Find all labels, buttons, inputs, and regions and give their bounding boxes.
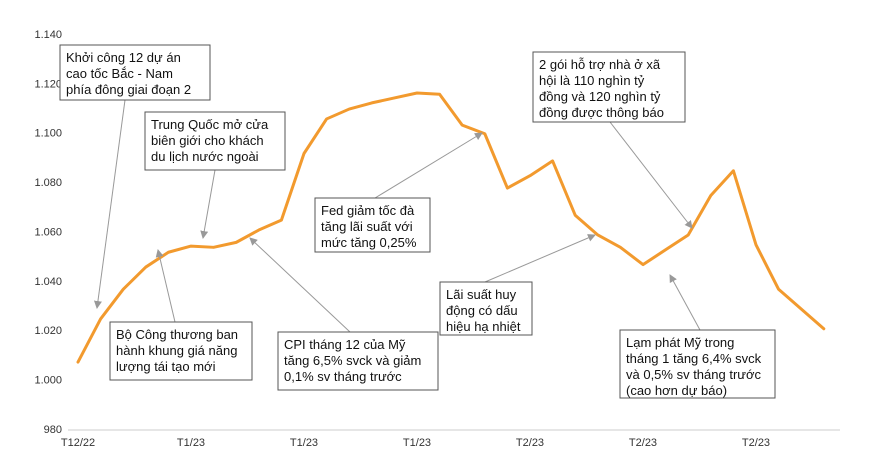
annotation-box [314, 197, 431, 253]
annotation-box [439, 281, 533, 336]
annotation-text: hội là 110 nghìn tỷ [539, 73, 645, 88]
annotation-arrow [484, 234, 596, 283]
annotation-box [109, 321, 253, 381]
x-tick-label: T2/23 [516, 437, 544, 449]
y-tick-label: 1.100 [34, 128, 62, 140]
x-tick-label: T12/22 [61, 437, 95, 449]
annotation-text: tăng lãi suất với [321, 219, 413, 234]
annotation-arrow [155, 249, 176, 323]
annotation-box [59, 44, 211, 101]
annotation-text: lượng tái tạo mới [116, 359, 216, 374]
annotation-text: và 0,5% sv tháng trước [626, 367, 762, 382]
annotation-text: CPI tháng 12 của Mỹ [284, 337, 406, 352]
x-tick-label: T1/23 [290, 437, 318, 449]
x-tick-label: T1/23 [403, 437, 431, 449]
annotation-text: phía đông giai đoạn 2 [66, 82, 191, 97]
line [76, 91, 826, 364]
annotation-box [144, 111, 286, 171]
annotation-text: 2 gói hỗ trợ nhà ở xã [539, 57, 661, 72]
annotation-text: Lạm phát Mỹ trong [626, 335, 734, 350]
annotation-arrow [374, 132, 483, 199]
y-tick-label: 1.040 [34, 276, 62, 288]
annotation-box [532, 51, 686, 123]
annotation-text: Lãi suất huy [446, 287, 517, 302]
annotation-arrow [669, 274, 701, 331]
y-tick-label: 1.000 [34, 375, 62, 387]
annotation-arrow [200, 169, 216, 239]
annotation-text: hành khung giá năng [116, 343, 237, 358]
annotation-arrow [609, 121, 693, 229]
y-tick-label: 1.140 [34, 29, 62, 41]
annotation-arrow [249, 237, 351, 333]
annotation-box [277, 331, 439, 391]
annotation-box [619, 329, 776, 399]
x-tick-label: T2/23 [742, 437, 770, 449]
annotation-text: đồng và 120 nghìn tỷ [539, 89, 661, 104]
annotation-arrow [93, 99, 126, 309]
y-tick-label: 980 [44, 424, 62, 436]
annotation-text: du lịch nước ngoài [151, 149, 259, 164]
annotation-text: tháng 1 tăng 6,4% svck [626, 351, 762, 366]
y-tick-label: 1.080 [34, 177, 62, 189]
annotation-text: mức tăng 0,25% [321, 235, 417, 250]
annotation-text: tăng 6,5% svck và giảm [284, 353, 421, 368]
annotation-text: Trung Quốc mở cửa [151, 117, 269, 132]
annotation-text: biên giới cho khách [151, 133, 264, 148]
annotation-text: Khởi công 12 dự án [66, 50, 181, 65]
annotation-text: đồng được thông báo [539, 105, 664, 120]
annotation-text: Fed giảm tốc đà [321, 203, 415, 218]
y-tick-label: 1.060 [34, 226, 62, 238]
annotation-text: 0,1% sv tháng trước [284, 369, 402, 384]
y-tick-label: 1.120 [34, 78, 62, 90]
annotation-text: động có dấu [446, 303, 518, 318]
annotation-text: cao tốc Bắc - Nam [66, 66, 173, 81]
annotation-text: Bộ Công thương ban [116, 327, 238, 342]
y-tick-label: 1.020 [34, 325, 62, 337]
x-tick-label: T2/23 [629, 437, 657, 449]
annotation-text: hiệu hạ nhiệt [446, 319, 521, 334]
x-tick-label: T1/23 [177, 437, 205, 449]
annotation-text: (cao hơn dự báo) [626, 383, 727, 398]
